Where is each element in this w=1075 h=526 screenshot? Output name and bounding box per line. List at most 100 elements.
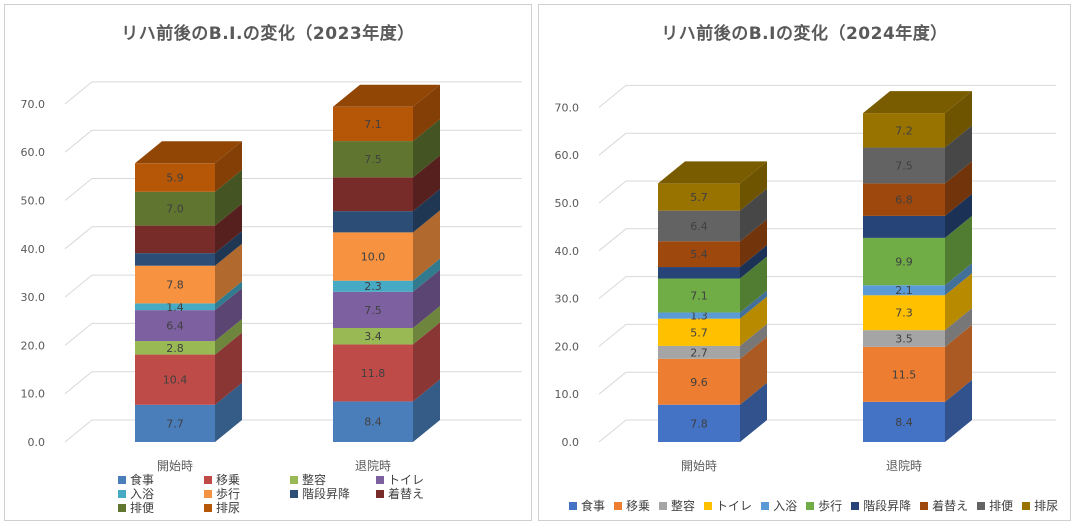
legend-label: 整容	[671, 499, 696, 513]
legend-swatch	[806, 501, 815, 510]
legend-label: 入浴	[130, 487, 155, 501]
bar-top	[863, 91, 972, 114]
data-label: 11.5	[892, 368, 917, 381]
bar-face	[658, 318, 740, 346]
bar-side	[413, 155, 440, 212]
bar-segment-排便: 7.0	[135, 169, 242, 226]
bar-side	[215, 203, 242, 254]
gridline	[598, 371, 627, 395]
bar-segment-着替え: 6.8	[863, 161, 972, 216]
legend-swatch	[118, 503, 126, 512]
gridline	[64, 371, 93, 395]
bar-face	[863, 285, 945, 296]
legend-item: 移乗	[614, 497, 650, 514]
bar-side	[740, 382, 767, 442]
bar-segment-食事: 7.8	[658, 382, 767, 442]
legend-label: 移乗	[216, 473, 241, 487]
bar-side	[215, 281, 242, 311]
bar-segment-移乗: 10.4	[135, 332, 242, 405]
data-label: 7.8	[690, 417, 708, 430]
data-label: 5.4	[690, 248, 708, 261]
legend-swatch	[118, 489, 126, 498]
y-tick-label: 70.0	[555, 101, 580, 114]
category-label: 退院時	[355, 459, 391, 473]
legend-swatch	[204, 475, 212, 484]
bar-side	[215, 382, 242, 442]
bar-face	[658, 183, 740, 211]
bar-side	[413, 119, 440, 178]
data-label: 7.5	[895, 159, 913, 172]
gridline	[64, 419, 93, 443]
data-label: 6.4	[690, 220, 708, 233]
bar-top	[135, 141, 242, 164]
bar-side	[945, 125, 972, 184]
bar-face	[135, 191, 215, 226]
bar-退院時: 8.4 11.8 3.4 7.5 2.3 10.0 7.5 7.1	[333, 84, 440, 442]
gridline	[64, 226, 93, 250]
legend-item: 食事	[118, 471, 154, 488]
data-label: 2.3	[364, 280, 382, 293]
legend-item: 整容	[290, 471, 326, 488]
bar-face	[333, 280, 413, 292]
legend-swatch	[118, 475, 126, 484]
bar-face	[135, 253, 215, 266]
y-axis: 0.0 10.0 20.0 30.0 40.0 50.0 60.0 70.0	[21, 98, 46, 449]
legend-swatch	[659, 501, 668, 510]
legend-swatch	[977, 501, 986, 510]
bar-face	[863, 113, 945, 148]
stacked-bar-chart-2023: 0.0 10.0 20.0 30.0 40.0 50.0 60.0 70.0 7.7 10.4 2.…	[21, 81, 522, 473]
bar-face	[333, 211, 413, 233]
legend-label: 排便	[989, 499, 1014, 513]
bar-segment-整容: 2.8	[135, 319, 242, 355]
category-label: 開始時	[681, 459, 717, 473]
legend-label: 入浴	[773, 499, 798, 513]
gridline	[598, 228, 627, 252]
legend-2024: 食事 移乗 整容 トイレ 入浴 歩行 階段昇降 着替え 排便 排尿	[569, 497, 1058, 514]
bar-face	[658, 358, 740, 405]
bar-segment-移乗: 11.5	[863, 324, 972, 402]
bar-segment-食事: 8.4	[863, 379, 972, 442]
data-label: 9.9	[895, 256, 913, 269]
bar-face	[658, 278, 740, 313]
bar-side	[215, 141, 242, 192]
gridline	[598, 324, 627, 347]
bar-side	[945, 263, 972, 296]
legend-item: 食事	[569, 497, 605, 514]
legend-item: 階段昇降	[851, 497, 911, 514]
y-tick-label: 30.0	[555, 293, 580, 306]
data-label: 2.1	[895, 284, 913, 297]
bar-segment-移乗: 9.6	[658, 336, 767, 405]
bar-segment-階段昇降	[135, 231, 242, 266]
legend-swatch	[376, 475, 384, 484]
legend-swatch	[851, 501, 860, 510]
bar-segment-着替え	[333, 155, 440, 212]
bar-face	[333, 401, 413, 442]
legend-item: 歩行	[204, 485, 240, 502]
bar-segment-移乗: 11.8	[333, 322, 440, 402]
bar-segment-排便: 6.4	[658, 188, 767, 242]
bar-face	[658, 241, 740, 268]
gridlines	[64, 81, 522, 443]
legend-label: 階段昇降	[302, 487, 351, 501]
bar-segment-入浴: 2.3	[333, 258, 440, 293]
bar-top	[658, 161, 767, 184]
legend-swatch	[704, 501, 713, 510]
bar-side	[945, 324, 972, 402]
chart-panel-2024: リハ前後のB.Iの変化（2024年度） 0.0 10.0 20.0 30.0 40.0 5…	[538, 4, 1071, 521]
y-tick-label: 60.0	[555, 149, 580, 162]
bar-segment-着替え: 5.4	[658, 219, 767, 268]
bar-face	[333, 291, 413, 329]
y-tick-label: 60.0	[21, 146, 46, 159]
bar-segment-歩行: 7.1	[658, 256, 767, 313]
y-tick-label: 70.0	[21, 98, 46, 111]
legend-item: 着替え	[920, 497, 968, 514]
bar-face	[333, 141, 413, 178]
bar-side	[215, 288, 242, 342]
bar-segment-階段昇降	[863, 193, 972, 238]
bar-side	[413, 269, 440, 329]
bar-face	[863, 346, 945, 402]
bar-side	[740, 219, 767, 268]
bar-segment-トイレ: 6.4	[135, 288, 242, 342]
bar-segment-トイレ: 7.3	[863, 273, 972, 331]
bar-face	[658, 210, 740, 242]
